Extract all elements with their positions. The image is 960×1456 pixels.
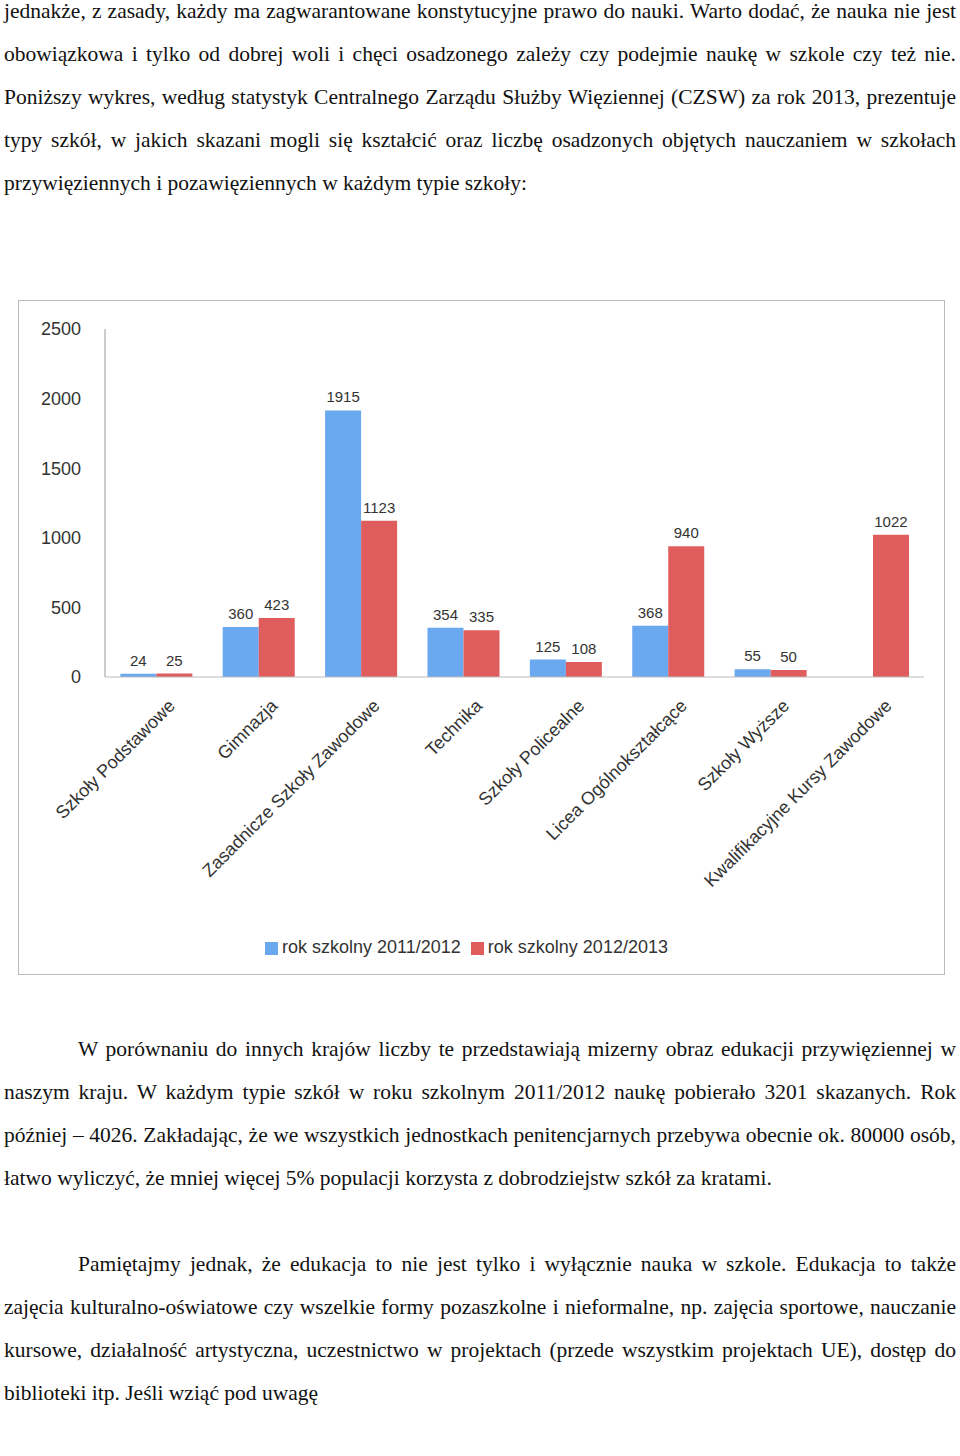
svg-text:423: 423 — [264, 596, 289, 613]
svg-text:Technika: Technika — [422, 695, 487, 760]
html-text:rok szkolny 2012/2013: rok szkolny 2012/2013 — [487, 937, 668, 957]
svg-text:368: 368 — [638, 604, 663, 621]
svg-text:0: 0 — [71, 667, 81, 687]
svg-text:1500: 1500 — [41, 459, 81, 479]
svg-text:125: 125 — [535, 638, 560, 655]
html-text:rok szkolny 2011/2012: rok szkolny 2011/2012 — [282, 937, 461, 957]
svg-text:500: 500 — [51, 598, 81, 618]
html-text:W porównaniu do innych krajów: W porównaniu do innych krajów liczby te … — [4, 1037, 956, 1190]
svg-text:2500: 2500 — [41, 319, 81, 339]
svg-text:335: 335 — [469, 608, 494, 625]
svg-text:Szkoły Wyższe: Szkoły Wyższe — [694, 696, 794, 796]
svg-text:25: 25 — [166, 652, 183, 669]
svg-text:1123: 1123 — [363, 499, 395, 516]
svg-text:1915: 1915 — [326, 388, 359, 405]
svg-text:1000: 1000 — [41, 528, 81, 548]
svg-text:Licea Ogólnokształcące: Licea Ogólnokształcące — [542, 696, 691, 845]
svg-text:Zasadnicze Szkoły Zawodowe: Zasadnicze Szkoły Zawodowe — [198, 696, 383, 881]
html-text:jednakże, z zasady, każdy ma z: jednakże, z zasady, każdy ma zagwarantow… — [4, 0, 956, 195]
svg-text:2000: 2000 — [41, 389, 81, 409]
svg-text:Szkoły Policealne: Szkoły Policealne — [475, 696, 589, 810]
svg-text:354: 354 — [433, 606, 458, 623]
svg-text:55: 55 — [744, 647, 761, 664]
svg-text:Gimnazja: Gimnazja — [213, 695, 282, 764]
svg-text:50: 50 — [780, 648, 797, 665]
svg-text:Kwalifikacyjne Kursy Zawodowe: Kwalifikacyjne Kursy Zawodowe — [700, 696, 895, 891]
html-text:Pamiętajmy jednak, że edukacja: Pamiętajmy jednak, że edukacja to nie je… — [4, 1252, 956, 1405]
svg-text:108: 108 — [571, 640, 596, 657]
svg-text:Szkoły Podstawowe: Szkoły Podstawowe — [52, 696, 179, 823]
svg-text:24: 24 — [130, 652, 147, 669]
svg-text:940: 940 — [674, 524, 699, 541]
svg-text:360: 360 — [228, 605, 253, 622]
svg-text:1022: 1022 — [874, 513, 907, 530]
